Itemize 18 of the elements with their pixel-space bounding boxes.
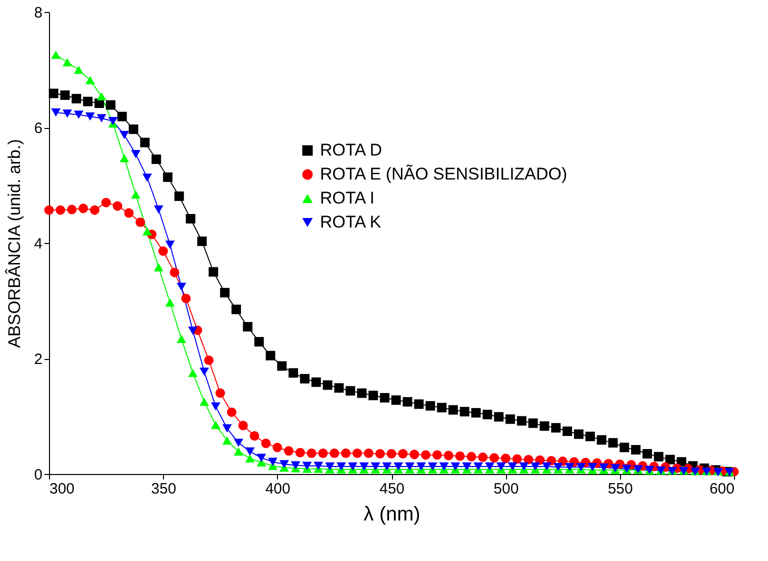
- x-tick-label: 300: [50, 480, 75, 498]
- legend-label: ROTA I: [320, 188, 374, 208]
- x-tick-label: 400: [265, 480, 290, 498]
- x-tick-label: 600: [709, 480, 734, 498]
- legend-label: ROTA K: [320, 212, 382, 232]
- y-tick-label: 6: [34, 120, 42, 137]
- y-axis-title: ABSORBÂNCIA (unid. arb.): [5, 139, 24, 348]
- x-tick-label: 500: [494, 480, 519, 498]
- legend-label: ROTA E (NÃO SENSIBILIZADO): [320, 164, 568, 184]
- y-tick-label: 8: [34, 4, 42, 22]
- x-tick-label: 550: [608, 480, 633, 498]
- y-tick-label: 0: [34, 466, 42, 484]
- x-tick-label: 350: [151, 480, 176, 498]
- x-tick-label: 450: [379, 480, 405, 498]
- y-tick-label: 2: [34, 351, 42, 368]
- legend-label: ROTA D: [320, 140, 382, 160]
- x-axis-title: λ (nm): [364, 504, 420, 526]
- y-tick-label: 4: [34, 236, 42, 252]
